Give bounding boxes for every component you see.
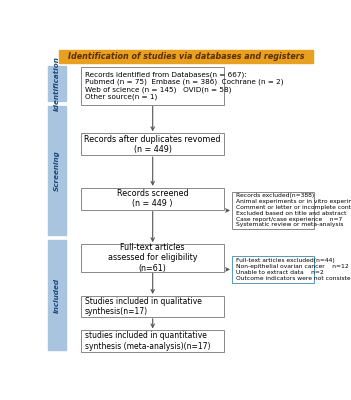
FancyBboxPatch shape: [48, 66, 66, 101]
Text: Identification: Identification: [54, 56, 60, 111]
FancyBboxPatch shape: [81, 330, 225, 352]
Text: Records excluded(n=388)
Animal experiments or in vitro experiments  n=2
Comment : Records excluded(n=388) Animal experimen…: [236, 194, 351, 228]
Text: Studies included in qualitative
synthesis(n=17): Studies included in qualitative synthesi…: [85, 297, 201, 316]
FancyBboxPatch shape: [59, 50, 313, 63]
Text: Full-text articles
assessed for eligibility
(n=61): Full-text articles assessed for eligibil…: [108, 243, 197, 273]
FancyBboxPatch shape: [81, 296, 225, 317]
FancyBboxPatch shape: [81, 133, 225, 156]
FancyBboxPatch shape: [232, 192, 314, 230]
FancyBboxPatch shape: [232, 256, 314, 283]
Text: studies included in quantitative
synthesis (meta-analysis)(n=17): studies included in quantitative synthes…: [85, 331, 210, 351]
FancyBboxPatch shape: [81, 244, 225, 272]
FancyBboxPatch shape: [81, 67, 225, 105]
Text: Records identified from Databases(n = 667):
Pubmed (n = 75)  Embase (n = 386)  C: Records identified from Databases(n = 66…: [85, 71, 283, 100]
Text: Screening: Screening: [54, 150, 60, 191]
Text: Records after duplicates revomed
(n = 449): Records after duplicates revomed (n = 44…: [85, 134, 221, 154]
FancyBboxPatch shape: [81, 188, 225, 210]
FancyBboxPatch shape: [48, 106, 66, 235]
Text: Full-text articles excluded(n=44)
Non-epithelial ovarian cancer    n=12
Unable t: Full-text articles excluded(n=44) Non-ep…: [236, 258, 351, 281]
FancyBboxPatch shape: [48, 240, 66, 350]
Text: Records screened
(n = 449 ): Records screened (n = 449 ): [117, 189, 188, 208]
Text: Included: Included: [54, 278, 60, 313]
Text: Identification of studies via databases and registers: Identification of studies via databases …: [68, 52, 304, 61]
